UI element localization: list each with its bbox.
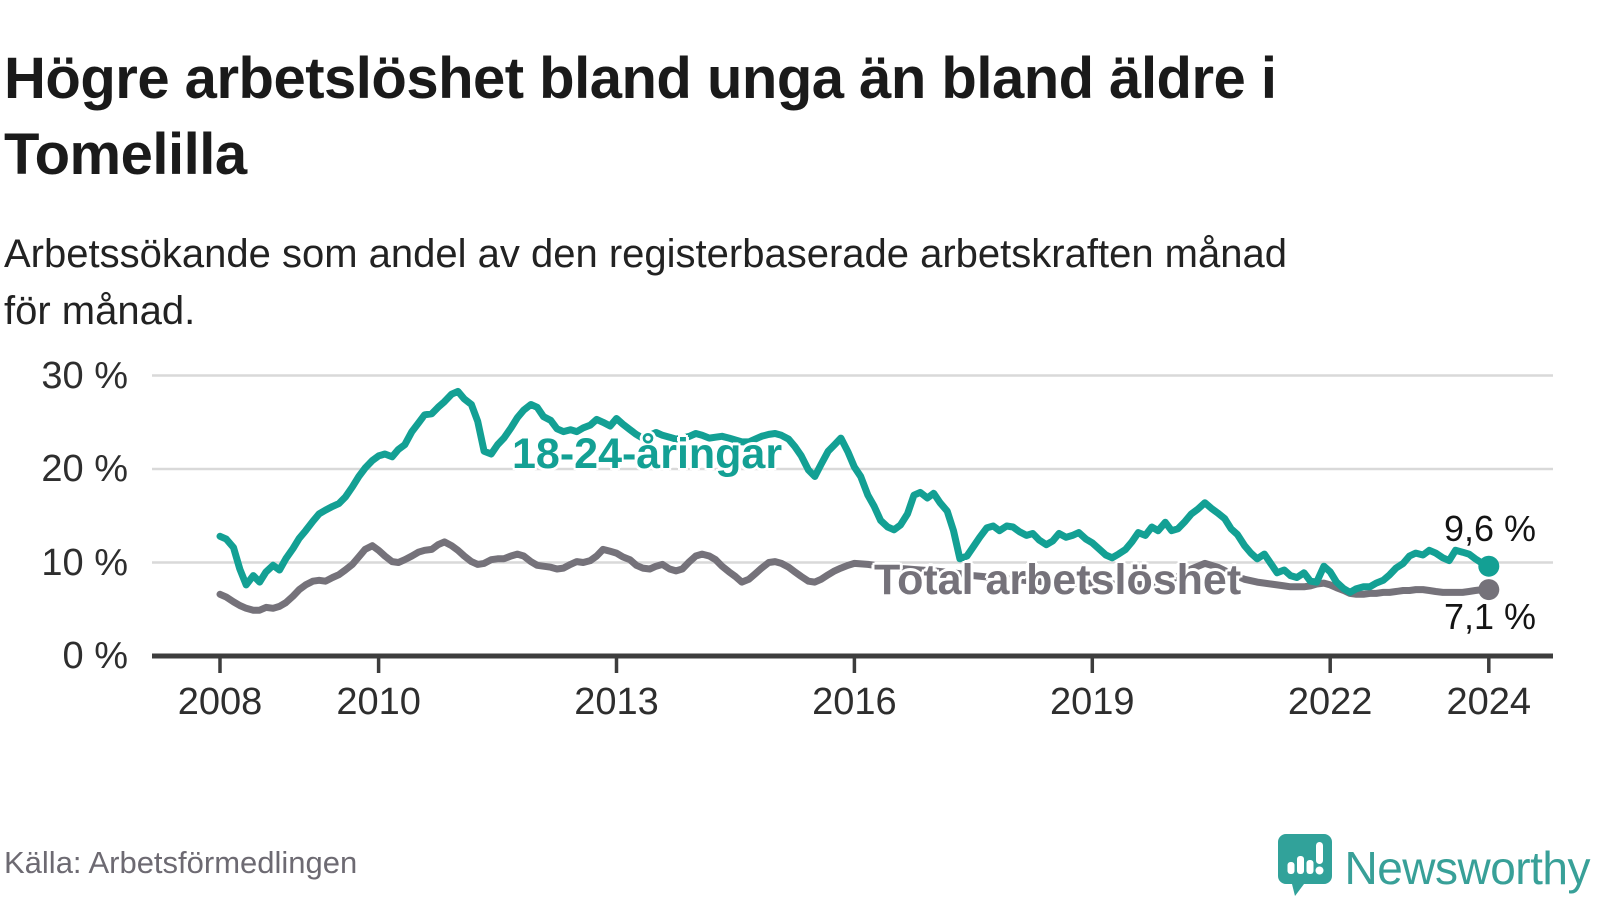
y-axis-tick-label-0: 0 %	[62, 635, 128, 677]
y-axis-tick-label-20: 20 %	[41, 448, 128, 490]
x-axis-tick-label-2024: 2024	[1446, 681, 1532, 723]
y-axis-tick-label-30: 30 %	[41, 354, 128, 397]
series-label-total: Total arbetslöshet	[874, 556, 1242, 604]
x-axis-tick-label-2013: 2013	[574, 681, 659, 723]
chart-subtitle-line1: Arbetssökande som andel av den registerb…	[4, 232, 1287, 276]
end-value-label-total: 7,1 %	[1443, 596, 1536, 637]
end-dot-Total arbetslöshet	[1478, 579, 1500, 601]
page-title: Högre arbetslöshet bland unga än bland ä…	[4, 41, 1596, 194]
newsworthy-logo-icon	[1276, 832, 1334, 903]
series-line-18-24-åringar	[216, 387, 1493, 596]
end-value-label-youth: 9,6 %	[1443, 508, 1536, 549]
x-axis-tick-label-2010: 2010	[336, 681, 421, 723]
x-axis-tick-label-2022: 2022	[1287, 681, 1373, 723]
page-title-line1: Högre arbetslöshet bland unga än bland ä…	[4, 45, 1277, 111]
chart-subtitle: Arbetssökande som andel av den registerb…	[4, 226, 1524, 340]
x-axis-tick-label-2019: 2019	[1050, 681, 1135, 723]
page-title-line2: Tomelilla	[4, 122, 247, 188]
y-axis-tick-label-10: 10 %	[41, 541, 128, 584]
newsworthy-logo: Newsworthy	[1276, 832, 1590, 903]
chart-subtitle-line2: för månad.	[4, 288, 196, 333]
x-axis-tick-label-2016: 2016	[812, 681, 897, 723]
x-axis-tick-label-2008: 2008	[177, 681, 263, 723]
end-dot-18-24-åringar	[1478, 555, 1500, 577]
series-label-youth: 18-24-åringar	[512, 430, 783, 478]
source-note: Källa: Arbetsförmedlingen	[4, 845, 358, 880]
newsworthy-logo-text: Newsworthy	[1344, 841, 1590, 894]
